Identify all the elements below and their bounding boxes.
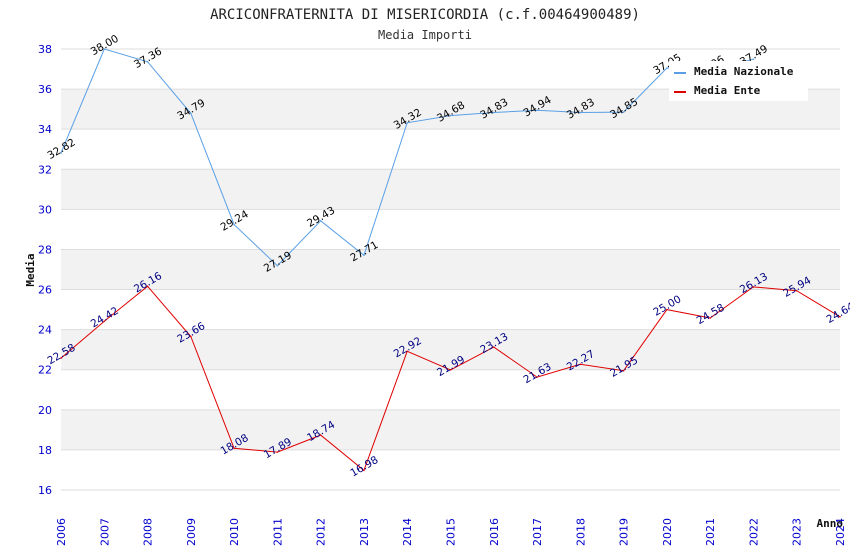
x-tick-label: 2013 [358,518,371,546]
x-tick-label: 2021 [704,518,717,546]
data-point [233,223,235,226]
y-tick-label: 38 [38,43,52,56]
y-tick-label: 28 [38,243,52,256]
x-tick-label: 2011 [271,518,284,546]
x-tick-label: 2024 [834,518,847,546]
data-point [752,286,755,288]
y-tick-label: 18 [38,444,52,457]
data-point [536,376,538,378]
data-label: 32.82 [45,137,77,162]
data-label: 16.98 [348,454,380,479]
data-point [60,357,62,359]
y-tick-label: 36 [38,83,52,96]
data-point [579,363,582,366]
grid-band [61,169,840,210]
y-tick-label: 34 [38,123,52,136]
data-point [752,58,755,61]
data-point [795,289,798,292]
data-point [492,111,495,114]
data-point [406,121,409,124]
x-axis-label: Anno [817,517,844,530]
data-point [319,219,322,222]
x-tick-label: 2023 [791,518,804,546]
data-point [406,350,409,353]
x-tick-label: 2009 [185,518,198,546]
data-point [363,469,365,472]
legend-label-media-ente: Media Ente [694,84,761,97]
plot-grid [61,48,840,491]
series-line-media-nazionale [60,48,754,267]
data-point [363,254,365,257]
y-tick-label: 30 [38,203,52,216]
data-point [276,264,279,267]
x-tick-label: 2007 [98,518,111,546]
data-point [839,316,841,318]
data-point [622,111,625,113]
x-tick-label: 2020 [661,518,674,546]
data-point [319,434,322,436]
data-point [103,320,106,323]
y-tick-label: 20 [38,404,52,417]
y-tick-label: 22 [38,364,52,377]
x-tick-label: 2010 [228,518,241,546]
x-tick-label: 2016 [488,518,501,546]
data-point [190,335,192,338]
data-label: 24.64 [824,300,850,326]
chart-title: ARCICONFRATERNITA DI MISERICORDIA (c.f.0… [210,7,640,23]
y-tick-label: 24 [38,324,52,337]
legend: Media Nazionale Media Ente [669,61,808,101]
x-tick-label: 2017 [531,518,544,546]
data-point [146,61,149,63]
data-point [449,369,452,371]
data-point [536,109,538,112]
y-tick-label: 26 [38,284,52,297]
chart-subtitle: Media Importi [378,28,472,42]
data-point [103,48,106,50]
x-axis-ticks: 2006 2007 2008 2009 2010 2011 2012 2013 2014 2015… [55,518,847,546]
data-point [666,308,668,311]
grid-band [61,249,840,290]
x-tick-label: 2022 [747,518,760,546]
x-tick-label: 2008 [142,518,155,546]
data-label: 38.00 [89,33,121,58]
y-tick-label: 32 [38,163,52,176]
y-tick-label: 16 [38,484,52,497]
data-point [276,451,279,453]
data-point [709,317,711,319]
data-point [233,447,235,450]
data-point [622,369,625,372]
data-point [492,346,495,348]
legend-label-media-nazionale: Media Nazionale [694,65,794,78]
legend-box [669,61,808,101]
plot-lines [60,48,841,472]
x-tick-label: 2014 [401,518,414,546]
x-tick-label: 2015 [445,518,458,546]
data-label: 24.42 [89,305,121,330]
x-tick-label: 2006 [55,518,68,546]
grid-band [61,409,840,450]
data-point [190,112,192,115]
plot-bands [61,89,840,450]
data-label: 29.24 [219,208,251,234]
x-tick-label: 2012 [315,518,328,546]
x-tick-label: 2018 [574,518,587,546]
y-axis-ticks: 16 18 20 22 24 26 28 30 32 34 36 38 [38,43,52,497]
data-point [449,114,452,117]
data-point [146,285,149,288]
data-point [579,111,582,114]
x-tick-label: 2019 [618,518,631,546]
y-axis-label: Media [24,253,37,286]
data-label: 25.00 [651,293,683,318]
data-point [666,67,668,69]
data-label: 24.58 [695,302,727,327]
data-point [60,152,62,154]
